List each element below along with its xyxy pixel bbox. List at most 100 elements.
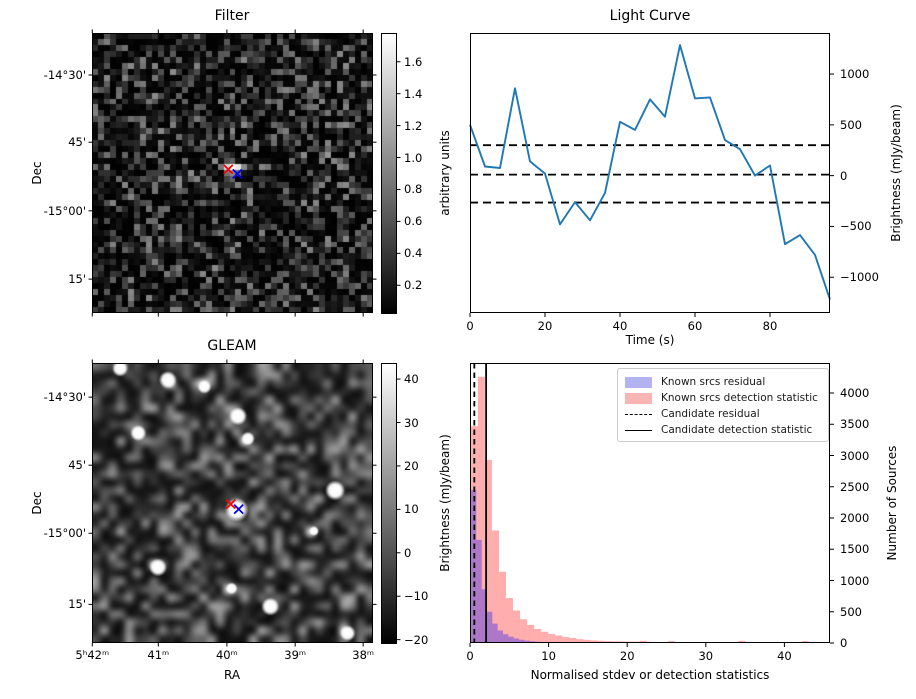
filter-colorbar-tick-label: 1.2 [404,118,423,133]
light-curve-x-axis-label: Time (s) [625,333,675,347]
histogram-x-tick-label: 20 [619,649,635,663]
legend-dashed-line-swatch [625,413,652,415]
histogram-bar-detection [477,376,485,643]
histogram-x-tick-label: 40 [777,649,792,663]
histogram-bar-detection [527,624,535,643]
histogram-y-axis-label: Number of Sources [885,445,899,561]
histogram-bar-detection [562,637,570,643]
filter-dec-tick-label: -15°00' [43,203,86,218]
legend-patch-swatch [625,392,652,404]
histogram-bar-detection [548,633,556,643]
histogram-y-tick-label: 1000 [840,573,870,588]
filter-colorbar-tick-label: 0.4 [404,246,423,261]
histogram-x-axis-label: Normalised stdev or detection statistics [530,668,770,682]
histogram-bar-detection [541,631,549,643]
gleam-red-cross-marker [225,498,236,510]
histogram-bar-residual [492,623,498,643]
histogram-bar-detection [506,598,514,643]
gleam-dec-axis-label: Dec [30,491,44,515]
filter-colorbar-tick-label: 1.0 [404,150,423,165]
histogram-bar-detection [576,639,584,643]
histogram-bar-detection [583,639,591,643]
histogram-bar-residual [524,640,530,643]
light-curve-line [469,44,831,300]
legend-patch-swatch [625,376,652,388]
filter-colorbar-tick-label: 0.2 [404,278,423,293]
gleam-dec-tick-label: -14°30' [43,390,86,405]
histogram-y-tick-label: 3000 [840,448,870,463]
histogram-bar-detection [639,640,647,643]
filter-blue-cross-marker [232,168,243,179]
legend-entry: Known srcs residual [625,374,820,390]
filter-spine [92,33,373,313]
legend-entry: Candidate residual [625,406,820,422]
histogram-y-tick-label: 1500 [840,542,870,557]
gleam-colorbar-label: Brightness (mJy/beam) [438,434,452,572]
filter-dec-tick-label: -14°30' [43,68,86,82]
legend-entry-label: Candidate residual [661,408,760,420]
histogram-y-tick-label: 2000 [840,511,870,525]
gleam-ra-tick-label: 39ᵐ [284,648,307,662]
gleam-colorbar-tick-label: 30 [404,415,419,430]
light-curve-spine [470,33,830,313]
legend-entry: Candidate detection statistic [625,422,820,438]
filter-dec-tick-label: 15' [68,272,86,287]
histogram-bar-detection [484,459,492,643]
light-curve-y-tick-label: −1000 [840,270,879,285]
light-curve-y-tick-label: −500 [840,219,872,234]
light-curve-y-tick-label: 500 [840,117,862,132]
gleam-colorbar-tick-label: 0 [404,545,412,560]
light-curve-y-axis-label: Brightness (mJy/beam) [889,104,903,242]
gleam-ra-tick-label: 5ʰ42ᵐ [75,648,110,662]
legend-solid-line-swatch [625,429,652,431]
histogram-y-tick-label: 2500 [840,479,870,494]
histogram-bar-detection [491,530,499,643]
histogram-x-tick-label: 30 [698,649,714,663]
histogram-bar-detection [590,640,598,643]
filter-colorbar-tick-label: 0.8 [404,182,423,197]
gleam-colorbar-tick-label: −10 [404,589,429,604]
histogram-x-tick-label: 0 [466,649,474,663]
light-curve-title: Light Curve [609,8,691,24]
histogram-bar-residual [519,639,525,643]
histogram-bar-residual [486,611,493,643]
histogram-bar-detection [498,571,506,643]
histogram-bar-residual [503,634,509,643]
histogram-y-tick-label: 0 [840,636,848,650]
histogram-bar-residual [497,630,504,643]
histogram-y-tick-label: 500 [840,604,862,619]
light-curve-x-tick-label: 80 [762,319,778,333]
gleam-colorbar-tick-label: 40 [404,372,419,387]
gleam-colorbar [381,363,397,644]
histogram-y-tick-label: 4000 [840,386,870,400]
light-curve-x-tick-label: 40 [612,319,628,333]
filter-colorbar-label: arbitrary units [438,130,452,216]
histogram-bar-residual [481,589,487,643]
gleam-x-axis-label: RA [223,668,241,682]
filter-colorbar [381,33,397,314]
gleam-ra-tick-label: 41ᵐ [147,648,170,662]
histogram-bar-residual [508,636,514,643]
light-curve-y-tick-label: 1000 [840,67,870,82]
filter-colorbar-tick-label: 1.6 [404,54,423,69]
histogram-bar-detection [513,610,521,643]
gleam-ra-tick-label: 40ᵐ [215,648,238,662]
light-curve-x-tick-label: 20 [537,319,553,333]
legend-entry-label: Candidate detection statistic [661,424,813,436]
filter-colorbar-tick-label: 1.4 [404,86,423,101]
gleam-colorbar-tick-label: 10 [404,502,419,517]
gleam-blue-cross-marker [233,504,244,515]
histogram-y-tick-label: 3500 [840,417,870,432]
histogram-bar-detection [520,619,528,643]
histogram-bar-residual [476,539,482,643]
histogram-bar-detection [597,640,605,643]
histogram-bar-detection [569,638,577,643]
gleam-colorbar-tick-label: −20 [404,632,429,647]
legend-entry: Known srcs detection statistic [625,390,820,406]
filter-dec-axis-label: Dec [30,161,44,185]
filter-dec-tick-label: 45' [68,135,86,150]
histogram-bar-detection [555,635,563,643]
histogram-x-tick-label: 10 [541,649,556,663]
